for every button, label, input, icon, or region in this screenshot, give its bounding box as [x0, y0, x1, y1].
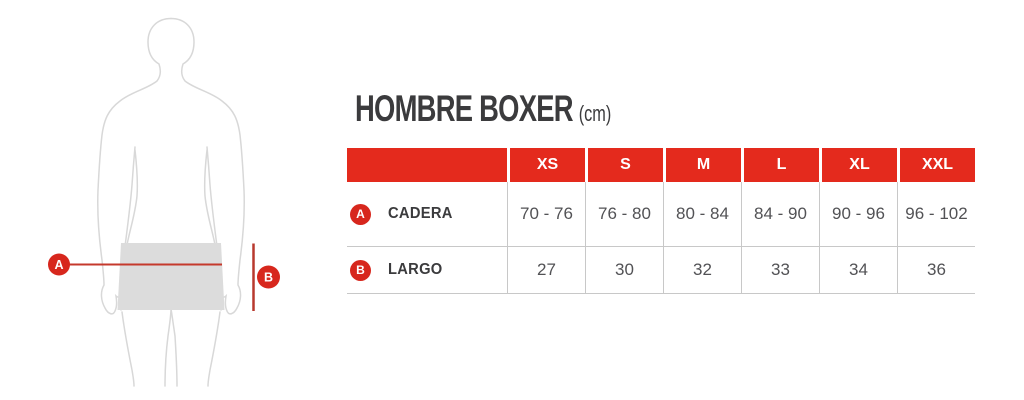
largo-l: 33: [741, 247, 819, 294]
boxer-shorts-shape: [117, 243, 225, 310]
col-header-xs: XS: [507, 148, 585, 182]
col-header-m: M: [663, 148, 741, 182]
largo-xxl: 36: [897, 247, 975, 294]
row-header-cadera: A CADERA: [347, 182, 507, 247]
length-measure-line: B: [252, 243, 280, 311]
col-header-xl: XL: [819, 148, 897, 182]
cadera-l: 84 - 90: [741, 182, 819, 247]
hip-measure-line: A: [48, 253, 222, 276]
cadera-xl: 90 - 96: [819, 182, 897, 247]
row-label-cadera: CADERA: [388, 205, 453, 222]
row-header-largo: B LARGO: [347, 247, 507, 294]
marker-a-label: A: [54, 258, 63, 272]
largo-m: 32: [663, 247, 741, 294]
male-silhouette-icon: A B: [48, 17, 280, 387]
largo-xs: 27: [507, 247, 585, 294]
col-header-l: L: [741, 148, 819, 182]
largo-s: 30: [585, 247, 663, 294]
table-row-cadera: A CADERA 70 - 76 76 - 80 80 - 84 84 - 90…: [347, 182, 975, 247]
marker-a-bullet: [48, 253, 70, 276]
size-table: XS S M L XL XXL A CADERA 70 - 76: [347, 148, 975, 294]
row-label-largo: LARGO: [388, 261, 443, 278]
cadera-m: 80 - 84: [663, 182, 741, 247]
largo-xl: 34: [819, 247, 897, 294]
col-header-xxl: XXL: [897, 148, 975, 182]
marker-a-badge: A: [350, 203, 371, 225]
marker-b-bullet: [257, 265, 280, 289]
cadera-xs: 70 - 76: [507, 182, 585, 247]
title-unit: (cm): [578, 101, 612, 126]
marker-b-label: B: [264, 271, 273, 285]
title-text: HOMBRE BOXER: [355, 88, 574, 129]
table-row-largo: B LARGO 27 30 32 33 34 36: [347, 247, 975, 294]
corner-cell: [347, 148, 507, 182]
page-title: HOMBRE BOXER (cm): [355, 88, 611, 130]
cadera-s: 76 - 80: [585, 182, 663, 247]
cadera-xxl: 96 - 102: [897, 182, 975, 247]
size-table-header-row: XS S M L XL XXL: [347, 148, 975, 182]
col-header-s: S: [585, 148, 663, 182]
marker-b-badge: B: [350, 259, 371, 281]
body-measurement-diagram: A B: [0, 0, 340, 400]
